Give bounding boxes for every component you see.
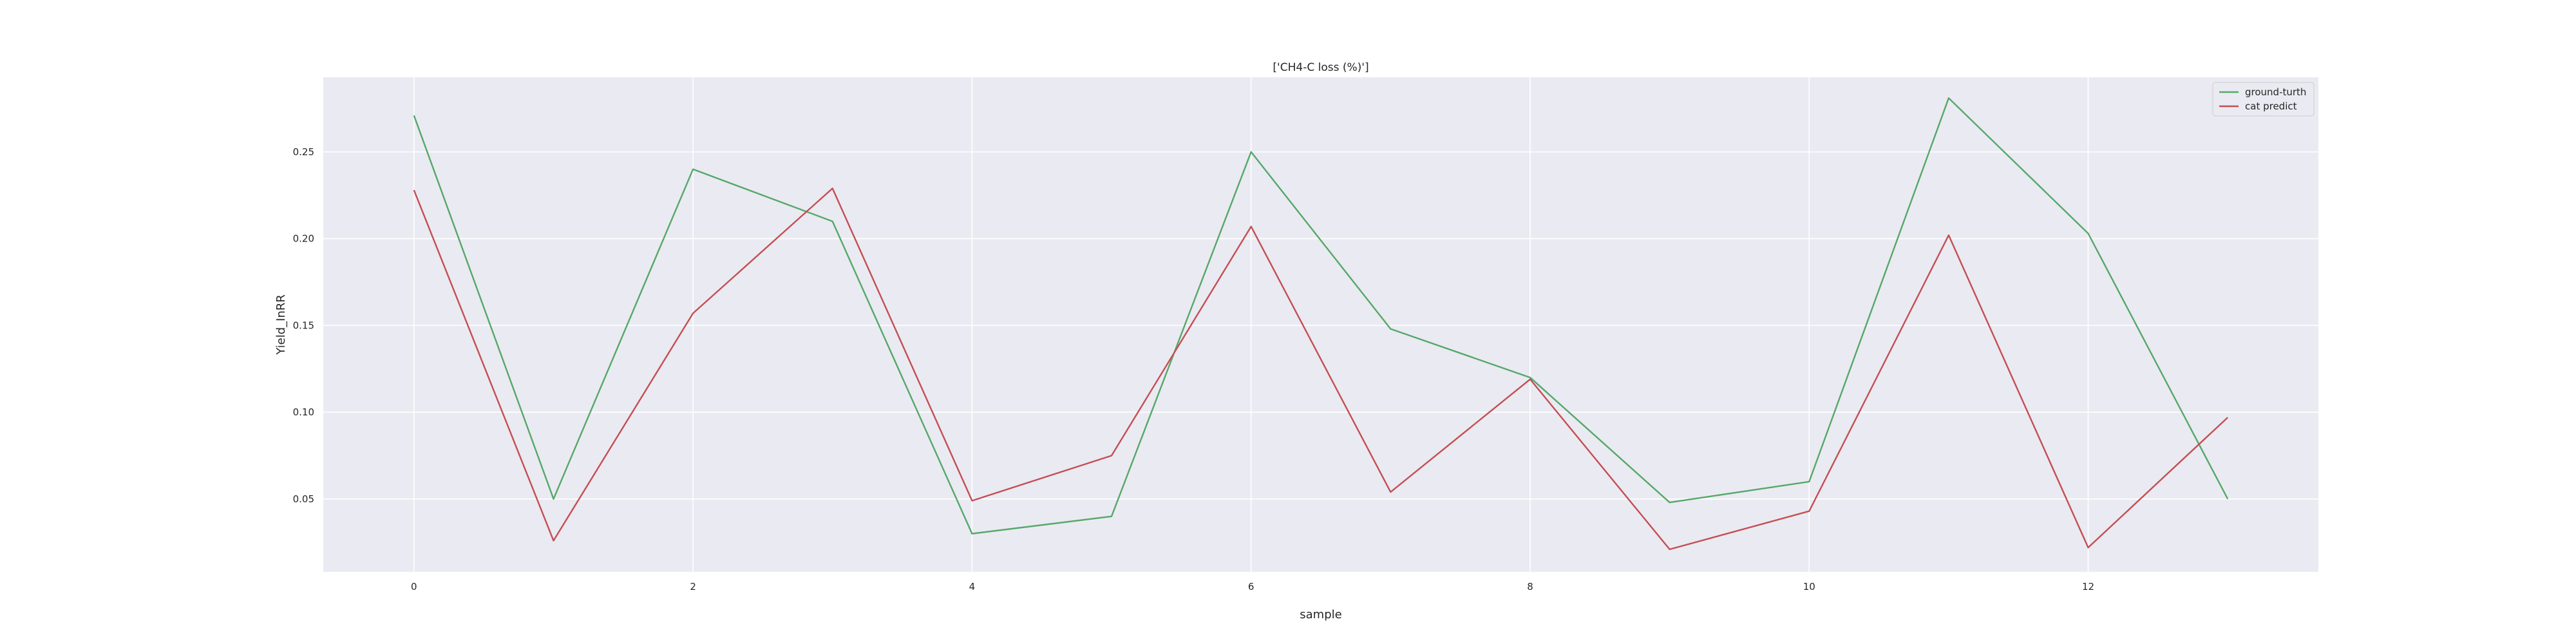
x-tick-label: 10: [1803, 581, 1815, 592]
x-tick-label: 8: [1527, 581, 1533, 592]
x-tick-label: 0: [411, 581, 417, 592]
x-tick-labels: 0 2 4 6 8 10 12: [411, 581, 2094, 592]
legend-box: [2212, 82, 2315, 117]
y-tick-label: 0.20: [293, 233, 314, 245]
y-tick-labels: 0.05 0.10 0.15 0.20 0.25: [293, 146, 314, 505]
series-lines: [413, 97, 2229, 551]
x-tick-label: 2: [690, 581, 696, 592]
y-tick-label: 0.15: [293, 319, 314, 331]
legend: ground-turth cat predict: [2212, 82, 2315, 117]
x-tick-label: 12: [2082, 581, 2094, 592]
y-tick-label: 0.10: [293, 406, 314, 418]
y-axis-label: Yield_InRR: [274, 294, 288, 355]
series-line-1: [413, 97, 2229, 535]
plot-area: [323, 77, 2318, 572]
series-line-2: [413, 187, 2229, 551]
legend-label: cat predict: [2245, 100, 2297, 112]
grid-lines: [323, 77, 2318, 572]
legend-label: ground-turth: [2245, 86, 2306, 98]
x-axis-label: sample: [1300, 608, 1341, 621]
x-tick-label: 6: [1248, 581, 1255, 592]
y-tick-label: 0.25: [293, 146, 314, 158]
y-tick-label: 0.05: [293, 493, 314, 505]
x-tick-label: 4: [969, 581, 976, 592]
chart-title: ['CH4-C loss (%)']: [1273, 61, 1368, 74]
